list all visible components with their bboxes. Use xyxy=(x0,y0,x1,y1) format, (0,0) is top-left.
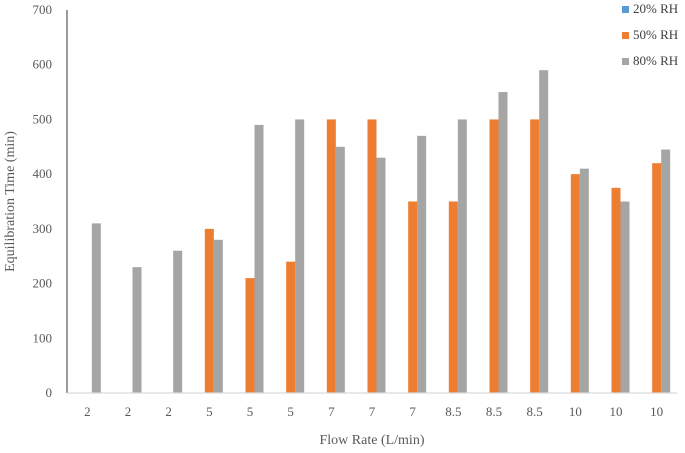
x-tick-label: 8.5 xyxy=(445,404,461,419)
bar xyxy=(213,239,223,393)
x-tick-label: 8.5 xyxy=(486,404,502,419)
bar xyxy=(579,168,589,393)
bar xyxy=(245,278,255,393)
bar xyxy=(91,223,101,393)
bar xyxy=(408,201,418,393)
x-tick-labels: 2 2 2 5 5 5 7 7 7 8.5 8.5 8.5 10 10 10 xyxy=(84,404,663,419)
legend-label: 20% RH xyxy=(633,1,678,16)
bar xyxy=(335,146,345,393)
x-tick-label: 10 xyxy=(610,404,623,419)
x-tick-label: 2 xyxy=(84,404,91,419)
bar xyxy=(620,201,630,393)
y-tick-label: 500 xyxy=(33,111,53,126)
bar xyxy=(530,119,540,393)
x-tick-label: 5 xyxy=(287,404,294,419)
bar xyxy=(132,267,142,393)
x-tick-label: 7 xyxy=(328,404,335,419)
y-tick-label: 300 xyxy=(33,221,53,236)
x-tick-label: 7 xyxy=(369,404,376,419)
y-tick-label: 100 xyxy=(33,330,53,345)
x-tick-label: 8.5 xyxy=(527,404,543,419)
y-tick-label: 700 xyxy=(33,2,53,17)
bar xyxy=(570,174,580,393)
x-tick-label: 2 xyxy=(165,404,172,419)
legend-swatch xyxy=(622,32,629,39)
x-tick-label: 5 xyxy=(206,404,213,419)
y-tick-label: 0 xyxy=(46,385,53,400)
bar xyxy=(295,119,305,393)
bar xyxy=(254,124,264,394)
y-axis-title: Equilibration Time (min) xyxy=(3,131,18,272)
bar xyxy=(204,228,214,393)
y-tick-labels: 0 100 200 300 400 500 600 700 xyxy=(33,2,53,400)
bar xyxy=(448,201,458,393)
legend-swatch xyxy=(622,6,629,13)
bar xyxy=(286,261,296,393)
bar xyxy=(326,119,336,393)
bar xyxy=(457,119,467,393)
bar xyxy=(652,163,662,393)
x-tick-label: 7 xyxy=(409,404,416,419)
bar xyxy=(367,119,377,393)
legend: 20% RH 50% RH 80% RH xyxy=(622,1,678,68)
bar xyxy=(498,92,508,394)
x-tick-label: 10 xyxy=(650,404,663,419)
bar xyxy=(611,187,621,393)
legend-swatch xyxy=(622,58,629,65)
x-tick-label: 2 xyxy=(125,404,132,419)
bar xyxy=(417,135,427,394)
x-axis-title: Flow Rate (L/min) xyxy=(320,433,425,448)
bar xyxy=(661,149,671,393)
bar xyxy=(376,157,386,393)
bar xyxy=(173,250,183,393)
x-tick-label: 10 xyxy=(569,404,582,419)
bar xyxy=(489,119,499,393)
legend-label: 50% RH xyxy=(633,27,678,42)
legend-label: 80% RH xyxy=(633,53,678,68)
x-tick-label: 5 xyxy=(247,404,254,419)
y-tick-label: 600 xyxy=(33,57,53,72)
y-tick-label: 200 xyxy=(33,276,53,291)
y-tick-label: 400 xyxy=(33,166,53,181)
bar xyxy=(539,70,549,393)
bars-group xyxy=(91,70,671,394)
